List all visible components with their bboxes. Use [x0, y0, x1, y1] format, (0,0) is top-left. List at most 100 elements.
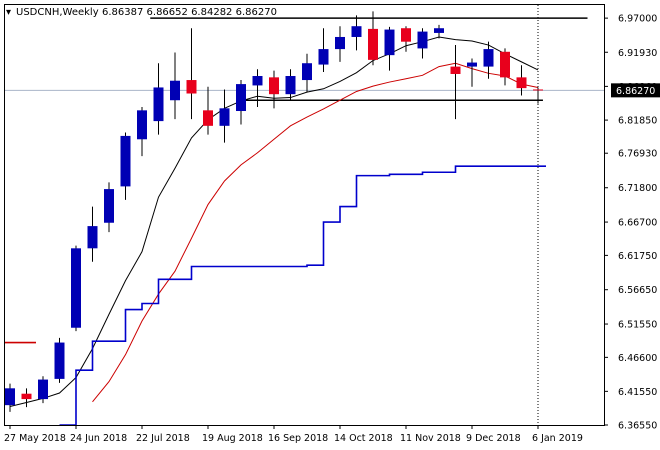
candle: [450, 45, 461, 120]
bull-candle-body: [54, 342, 65, 379]
y-tick-label: 6.36550: [618, 421, 657, 432]
ma-slow-line: [92, 62, 539, 403]
candle: [21, 388, 32, 408]
y-tick-label: 6.66700: [618, 218, 657, 229]
bear-candle-body: [500, 51, 510, 78]
bull-candle-body: [104, 189, 114, 223]
bear-candle-body: [450, 66, 461, 74]
candle: [38, 376, 48, 404]
y-tick-label: 6.76930: [618, 149, 657, 160]
current-price-label: 6.86270: [616, 86, 655, 97]
ma-long-line: [59, 165, 546, 426]
y-tick-label: 6.61750: [618, 251, 657, 262]
y-tick-label: 6.91930: [618, 48, 657, 59]
candle: [335, 26, 345, 62]
bull-candle-body: [384, 29, 395, 56]
chart-header: ▾ USDCNH,Weekly 6.86387 6.86652 6.84282 …: [6, 7, 277, 18]
candle: [483, 41, 494, 79]
bull-candle-body: [153, 87, 164, 122]
bull-candle-body: [219, 108, 230, 126]
bull-candle-body: [417, 31, 428, 49]
bear-candle-body: [203, 110, 213, 126]
x-tick-label: 24 Jun 2018: [70, 433, 127, 444]
candle: [467, 58, 477, 87]
y-tick-label: 6.41550: [618, 387, 657, 398]
bull-candle-body: [87, 226, 98, 249]
plot-frame: [4, 4, 605, 426]
horizontal-lines-layer: [150, 17, 588, 102]
header-ohlc: 6.86387 6.86652 6.84282 6.86270: [102, 7, 277, 18]
time-axis: 27 May 2018 24 Jun 2018 22 Jul 2018 19 Aug …: [4, 425, 583, 444]
candle: [533, 87, 543, 104]
bull-candle-body: [71, 248, 81, 328]
x-tick-label: 9 Dec 2018: [466, 433, 521, 444]
bull-candle-body: [467, 62, 477, 67]
bull-candle-body: [483, 49, 494, 67]
y-tick-label: 6.71800: [618, 183, 657, 194]
header-arrow-icon: ▾: [6, 7, 11, 18]
x-tick-label: 6 Jan 2019: [532, 433, 583, 444]
candle: [368, 11, 378, 66]
candle: [351, 15, 362, 51]
bull-candle-body: [318, 49, 329, 65]
y-tick-label: 6.56650: [618, 285, 657, 296]
candle: [71, 245, 81, 332]
y-tick-label: 6.97000: [618, 14, 657, 25]
candle: [170, 52, 180, 120]
candle: [236, 80, 246, 125]
bear-candle-body: [21, 393, 32, 400]
x-tick-label: 11 Nov 2018: [400, 433, 461, 444]
y-tick-label: 6.46600: [618, 353, 657, 364]
bull-candle-body: [351, 26, 362, 37]
header-symbol: USDCNH,Weekly: [16, 7, 99, 18]
candle: [252, 69, 263, 107]
x-tick-label: 27 May 2018: [4, 433, 66, 444]
bear-candle-body: [186, 80, 197, 94]
candle: [54, 337, 65, 383]
bull-candle-body: [170, 80, 180, 101]
candle: [302, 53, 312, 93]
candle: [153, 63, 164, 135]
candle: [384, 26, 395, 71]
bear-candle-body: [269, 77, 279, 95]
bull-candle-body: [434, 28, 444, 33]
bull-candle-body: [5, 388, 15, 406]
candle: [203, 86, 213, 135]
candle: [500, 48, 510, 86]
x-tick-label: 19 Aug 2018: [202, 433, 263, 444]
candle: [516, 65, 527, 96]
candle: [104, 182, 114, 233]
current-price-tag-layer: 6.86270: [611, 83, 660, 98]
bull-candle-body: [252, 76, 263, 86]
current-price-tag: [611, 83, 660, 98]
candle: [401, 26, 411, 52]
candle: [219, 89, 230, 143]
candle: [137, 106, 147, 157]
bull-candle-body: [302, 63, 312, 81]
candle: [285, 69, 296, 100]
candle: [417, 28, 428, 59]
bull-candle-body: [120, 135, 131, 187]
candle: [5, 383, 15, 412]
bear-candle-body: [368, 28, 378, 60]
bear-candle-body: [401, 28, 411, 42]
candle: [318, 28, 329, 72]
candle: [87, 206, 98, 262]
bear-candle-body: [533, 89, 543, 91]
bull-candle-body: [236, 84, 246, 112]
bull-candle-body: [38, 379, 48, 400]
bull-candle-body: [285, 76, 296, 95]
bull-candle-body: [137, 110, 147, 140]
candles-layer: [5, 11, 543, 412]
candle: [434, 24, 444, 39]
bull-candle-body: [335, 36, 345, 50]
candle: [120, 132, 131, 200]
x-tick-label: 16 Sep 2018: [268, 433, 328, 444]
x-tick-label: 14 Oct 2018: [334, 433, 393, 444]
candle: [269, 70, 279, 109]
bear-candle-body: [516, 77, 527, 89]
y-tick-label: 6.51550: [618, 320, 657, 331]
candle: [186, 28, 197, 120]
